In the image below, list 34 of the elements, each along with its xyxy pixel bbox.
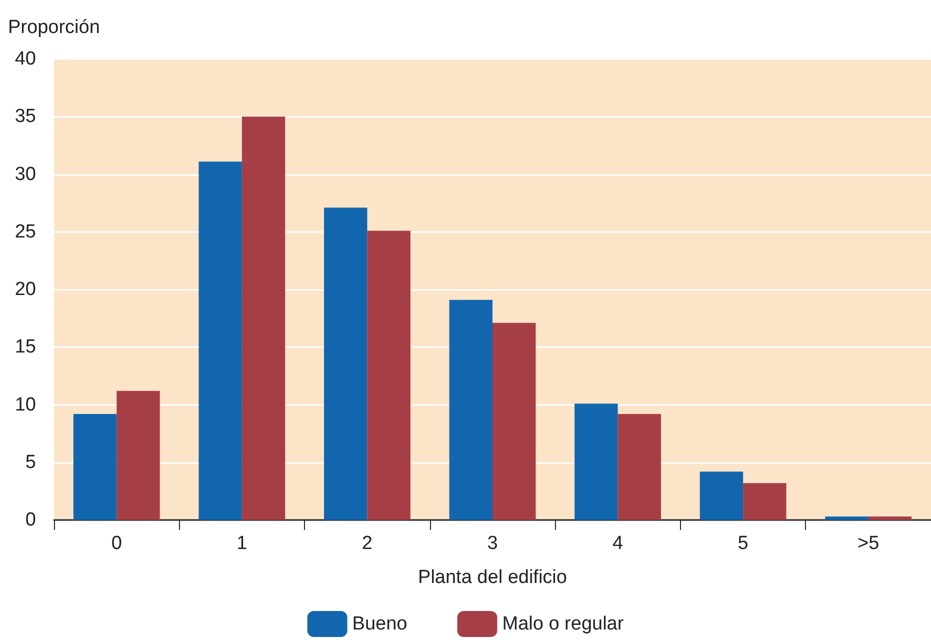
y-tick-label: 30 (14, 164, 36, 185)
x-tick-label: 0 (111, 533, 122, 554)
x-tick-label: 4 (612, 533, 624, 554)
y-tick-label: 10 (14, 394, 36, 416)
bar (367, 230, 410, 520)
y-tick-label: 0 (25, 510, 36, 530)
bar (198, 162, 242, 520)
bar (743, 483, 786, 520)
legend-label: Bueno (352, 614, 408, 634)
bar (492, 322, 536, 520)
y-tick-label: 35 (14, 106, 36, 128)
bar (868, 516, 912, 520)
bar (449, 300, 492, 520)
bar (73, 414, 117, 520)
y-tick-label: 5 (25, 452, 36, 473)
x-tick-label: >5 (858, 533, 880, 554)
y-tick-label: 25 (14, 221, 36, 242)
bar (242, 116, 286, 520)
y-tick-label: 40 (14, 48, 36, 70)
y-tick-label: 15 (14, 336, 36, 358)
bar (825, 516, 868, 520)
x-tick-label: 2 (362, 533, 373, 554)
x-tick-label: 3 (487, 533, 498, 554)
bar (618, 414, 662, 520)
x-tick-label: 1 (236, 533, 248, 554)
bar (700, 472, 744, 520)
y-tick-label: 20 (14, 279, 36, 300)
bar (574, 404, 618, 520)
bar (324, 208, 368, 520)
x-tick-label: 5 (738, 533, 748, 554)
legend-label: Malo o regular (502, 614, 624, 634)
y-axis-title: Proporción (8, 17, 100, 38)
bar (116, 390, 160, 520)
x-axis-title: Planta del edificio (418, 567, 567, 588)
